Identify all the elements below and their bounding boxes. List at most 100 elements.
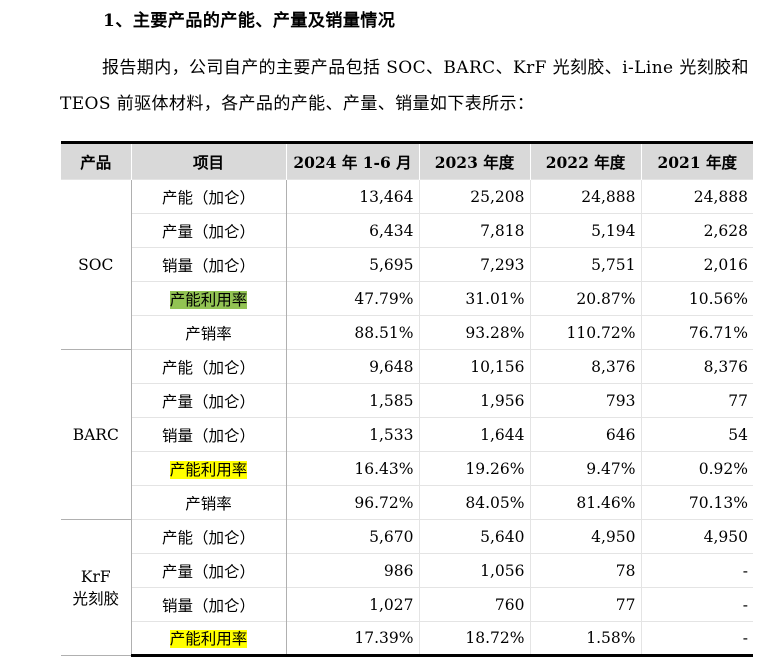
table-row: 产能利用率 47.79% 31.01% 20.87% 10.56% — [61, 281, 753, 316]
highlight-green: 产能利用率 — [169, 290, 248, 309]
value-cell: 19.26% — [418, 451, 530, 486]
value-cell: 8,376 — [640, 349, 753, 384]
value-cell: 25,208 — [418, 179, 530, 214]
item-cell-highlighted: 产能利用率 — [131, 451, 287, 486]
table-row: 产销率 88.51% 93.28% 110.72% 76.71% — [61, 315, 753, 350]
header-product: 产品 — [80, 152, 112, 172]
value-cell: - — [640, 553, 753, 588]
value-cell: 1,956 — [418, 383, 530, 418]
value-cell: 47.79% — [285, 281, 419, 316]
item-cell: 产量（加仑） — [131, 213, 287, 248]
highlight-yellow: 产能利用率 — [169, 630, 248, 648]
value-cell: 78 — [529, 553, 641, 588]
value-cell: 110.72% — [529, 315, 641, 350]
header-item: 项目 — [130, 142, 286, 180]
value-cell: 70.13% — [640, 485, 753, 520]
value-cell: 31.01% — [418, 281, 530, 316]
table-row: 产能利用率 17.39% 18.72% 1.58% - — [61, 621, 753, 657]
header-2024h1: 2024 年 1-6 月 — [285, 142, 419, 180]
table-row: 产量（加仑） 6,434 7,818 5,194 2,628 — [61, 213, 753, 248]
value-cell: 6,434 — [285, 213, 419, 248]
table-row: 销量（加仑） 1,027 760 77 - — [61, 587, 753, 622]
table-row: 销量（加仑） 1,533 1,644 646 54 — [61, 417, 753, 452]
value-cell: 1.58% — [529, 621, 641, 657]
value-cell: 1,027 — [285, 587, 419, 622]
value-cell: 24,888 — [529, 179, 641, 214]
section-heading: 1、主要产品的产能、产量及销量情况 — [103, 11, 396, 31]
header-2022: 2022 年度 — [529, 142, 641, 180]
value-cell: 10.56% — [640, 281, 753, 316]
table-row: 销量（加仑） 5,695 7,293 5,751 2,016 — [61, 247, 753, 282]
table-row: KrF 光刻胶 产能（加仑） 5,670 5,640 4,950 4,950 — [61, 519, 753, 656]
value-cell: 5,695 — [285, 247, 419, 282]
value-cell: 77 — [529, 587, 641, 622]
product-cell-krf: KrF 光刻胶 — [61, 519, 132, 656]
table-row: 产量（加仑） 986 1,056 78 - — [61, 553, 753, 588]
value-cell: 2,628 — [640, 213, 753, 248]
item-cell: 产能（加仑） — [131, 179, 287, 214]
value-cell: 9.47% — [529, 451, 641, 486]
capacity-table: 产品 项目 2024 年 1-6 月 2023 年度 2022 年度 2021 … — [61, 141, 753, 657]
table-row: 产量（加仑） 1,585 1,956 793 77 — [61, 383, 753, 418]
value-cell: 9,648 — [285, 349, 419, 384]
value-cell: 1,056 — [418, 553, 530, 588]
value-cell: 4,950 — [640, 519, 753, 554]
value-cell: 76.71% — [640, 315, 753, 350]
item-cell: 销量（加仑） — [131, 417, 287, 452]
value-cell: 20.87% — [529, 281, 641, 316]
value-cell: 1,533 — [285, 417, 419, 452]
value-cell: 986 — [285, 553, 419, 588]
value-cell: 84.05% — [418, 485, 530, 520]
value-cell: 77 — [640, 383, 753, 418]
value-cell: 17.39% — [285, 621, 419, 657]
value-cell: 54 — [640, 417, 753, 452]
value-cell: - — [640, 587, 753, 622]
table-row: SOC 产能（加仑） 13,464 25,208 24,888 24,888 — [61, 179, 753, 350]
product-cell-soc: SOC — [61, 179, 132, 350]
value-cell: 24,888 — [640, 179, 753, 214]
value-cell: 793 — [529, 383, 641, 418]
item-cell: 销量（加仑） — [131, 587, 287, 622]
value-cell: 7,818 — [418, 213, 530, 248]
value-cell: 5,751 — [529, 247, 641, 282]
value-cell: 0.92% — [640, 451, 753, 486]
item-cell-highlighted: 产能利用率 — [131, 281, 287, 316]
value-cell: 10,156 — [418, 349, 530, 384]
header-2023: 2023 年度 — [418, 142, 530, 180]
table-row: 产销率 96.72% 84.05% 81.46% 70.13% — [61, 485, 753, 520]
value-cell: 5,640 — [418, 519, 530, 554]
table-header-row: 产品 项目 2024 年 1-6 月 2023 年度 2022 年度 2021 … — [61, 142, 753, 180]
value-cell: 646 — [529, 417, 641, 452]
item-cell: 销量（加仑） — [131, 247, 287, 282]
value-cell: 2,016 — [640, 247, 753, 282]
item-cell: 产量（加仑） — [131, 553, 287, 588]
value-cell: 5,194 — [529, 213, 641, 248]
table-row: BARC 产能（加仑） 9,648 10,156 8,376 8,376 — [61, 349, 753, 520]
intro-paragraph: 报告期内，公司自产的主要产品包括 SOC、BARC、KrF 光刻胶、i-Line… — [60, 58, 749, 114]
value-cell: 16.43% — [285, 451, 419, 486]
item-cell: 产销率 — [131, 485, 287, 520]
header-2021: 2021 年度 — [640, 142, 753, 180]
value-cell: 760 — [418, 587, 530, 622]
product-cell-barc: BARC — [61, 349, 132, 520]
value-cell: 13,464 — [285, 179, 419, 214]
value-cell: - — [640, 621, 753, 657]
highlight-yellow: 产能利用率 — [169, 460, 248, 479]
value-cell: 81.46% — [529, 485, 641, 520]
value-cell: 1,585 — [285, 383, 419, 418]
value-cell: 4,950 — [529, 519, 641, 554]
value-cell: 5,670 — [285, 519, 419, 554]
value-cell: 88.51% — [285, 315, 419, 350]
value-cell: 18.72% — [418, 621, 530, 657]
item-cell: 产能（加仑） — [131, 349, 287, 384]
item-cell: 产能（加仑） — [131, 519, 287, 554]
product-name-line2: 光刻胶 — [72, 589, 119, 608]
value-cell: 93.28% — [418, 315, 530, 350]
value-cell: 7,293 — [418, 247, 530, 282]
value-cell: 96.72% — [285, 485, 419, 520]
product-name-line1: KrF — [80, 567, 111, 586]
item-cell: 产销率 — [131, 315, 287, 350]
value-cell: 1,644 — [418, 417, 530, 452]
value-cell: 8,376 — [529, 349, 641, 384]
table-row: 产能利用率 16.43% 19.26% 9.47% 0.92% — [61, 451, 753, 486]
